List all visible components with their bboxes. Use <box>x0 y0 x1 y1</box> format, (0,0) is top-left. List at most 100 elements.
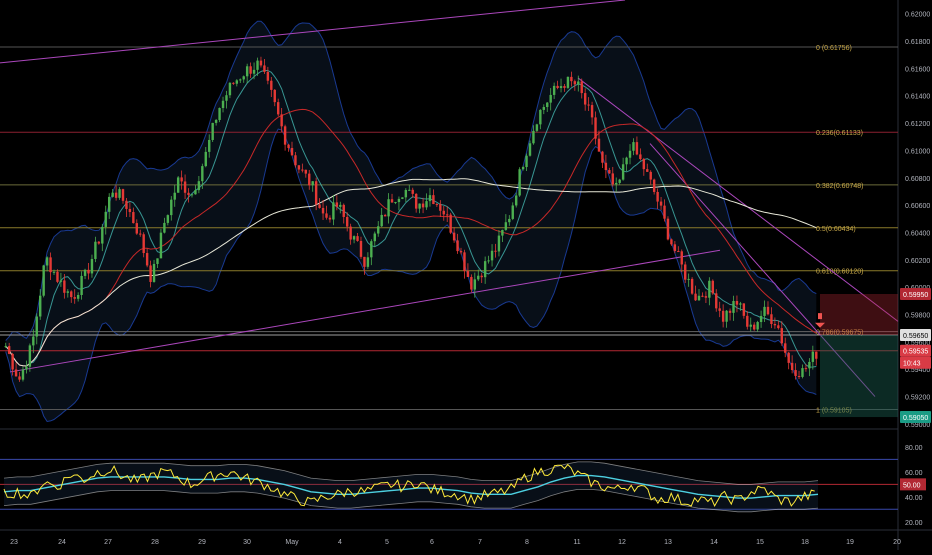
candle-body <box>383 214 387 217</box>
candle-body <box>587 104 590 106</box>
candle-body <box>711 280 715 294</box>
candle-body <box>49 257 52 273</box>
candle-body <box>114 192 118 198</box>
price-tick-label: 0.60200 <box>905 258 930 265</box>
candle-body <box>70 291 73 298</box>
candle-body <box>801 368 804 377</box>
candle-body <box>342 204 345 217</box>
candle-body <box>763 306 766 316</box>
price-tick-label: 0.60600 <box>905 203 930 210</box>
candle-body <box>142 234 145 254</box>
candle-body <box>190 194 194 196</box>
fib-label: 0.5(0.60434) <box>816 226 856 233</box>
candle-body <box>277 102 280 115</box>
candle-body <box>697 295 701 301</box>
time-tick-label: 18 <box>801 539 809 546</box>
candle-body <box>756 322 759 330</box>
price-label-bg <box>900 356 931 369</box>
candle-body <box>746 315 749 327</box>
price-label-target-low: 0.59050 <box>903 415 928 422</box>
candle-body <box>294 155 297 166</box>
price-tick-label: 0.59400 <box>905 367 930 374</box>
candle-body <box>87 269 90 274</box>
candle-body <box>708 280 711 298</box>
candle-body <box>628 150 632 158</box>
candle-body <box>218 108 221 120</box>
candle-body <box>815 351 818 359</box>
candle-body <box>804 368 808 370</box>
time-tick-label: 20 <box>893 539 901 546</box>
candle-body <box>214 119 218 123</box>
rsi-lower-band <box>3 488 819 513</box>
time-tick-label: 12 <box>618 539 626 546</box>
candle-body <box>239 79 242 81</box>
candle-body <box>414 193 418 209</box>
candle-body <box>363 256 366 267</box>
candle-body <box>225 95 228 101</box>
time-tick-label: 14 <box>710 539 718 546</box>
candle-body <box>418 203 421 209</box>
candle-body <box>639 154 642 159</box>
candle-body <box>332 202 335 220</box>
candle-body <box>314 181 318 205</box>
stop-loss-zone <box>820 293 898 336</box>
price-tick-label: 0.61800 <box>905 39 930 46</box>
take-profit-zone <box>820 335 898 418</box>
moving-averages <box>5 69 817 368</box>
candle-body <box>290 147 294 156</box>
candle-body <box>690 278 694 294</box>
candle-body <box>552 85 556 95</box>
candle-body <box>21 369 25 380</box>
candle-body <box>201 166 204 182</box>
candle-body <box>166 215 170 223</box>
time-tick-label: 11 <box>573 539 580 546</box>
rsi-panel: 80.00 60.00 40.00 20.00 50.00 <box>0 445 926 527</box>
time-tick-label: 5 <box>385 539 389 546</box>
candle-body <box>608 170 611 174</box>
candle-body <box>635 142 639 155</box>
fib-label: 0.618(0.60120) <box>816 269 863 276</box>
candle-body <box>459 251 463 253</box>
candle-body <box>680 251 683 265</box>
candle-body <box>208 139 211 152</box>
fib-label: 0.236(0.61133) <box>816 130 863 137</box>
candle-body <box>232 82 235 84</box>
price-tick-label: 0.59800 <box>905 313 930 320</box>
candle-body <box>11 353 14 370</box>
candle-body <box>666 218 670 240</box>
candle-body <box>101 226 104 244</box>
bollinger-fill <box>5 21 817 422</box>
candle-body <box>28 345 32 367</box>
price-label-target-high: 0.59950 <box>903 292 928 299</box>
price-axis: 0.62000 0.61800 0.61600 0.61400 0.61200 0.610… <box>905 12 930 429</box>
candle-body <box>611 173 614 185</box>
rsi-tick-label: 60.00 <box>905 470 923 477</box>
candle-body <box>694 293 697 301</box>
candle-body <box>725 310 728 322</box>
time-tick-label: 27 <box>104 539 112 546</box>
candle-body <box>256 60 259 70</box>
price-tick-label: 0.60400 <box>905 230 930 237</box>
candle-body <box>439 204 442 211</box>
candle-body <box>394 202 397 204</box>
candle-body <box>339 204 342 207</box>
price-tick-label: 0.60800 <box>905 176 930 183</box>
time-tick-label: 28 <box>151 539 159 546</box>
price-label-countdown: 10:43 <box>903 361 921 368</box>
price-tick-label: 0.59200 <box>905 395 930 402</box>
candle-body <box>149 265 152 282</box>
candle-body <box>235 80 239 84</box>
candlesticks <box>4 56 818 382</box>
candle-body <box>76 294 80 299</box>
candle-body <box>73 297 76 299</box>
candle-body <box>32 336 35 346</box>
candle-body <box>480 275 483 278</box>
candle-body <box>749 324 752 327</box>
candle-body <box>25 366 28 370</box>
candle-body <box>704 296 708 298</box>
candle-body <box>677 251 680 253</box>
candle-body <box>397 198 401 203</box>
candle-body <box>152 263 156 282</box>
candle-body <box>790 362 794 371</box>
